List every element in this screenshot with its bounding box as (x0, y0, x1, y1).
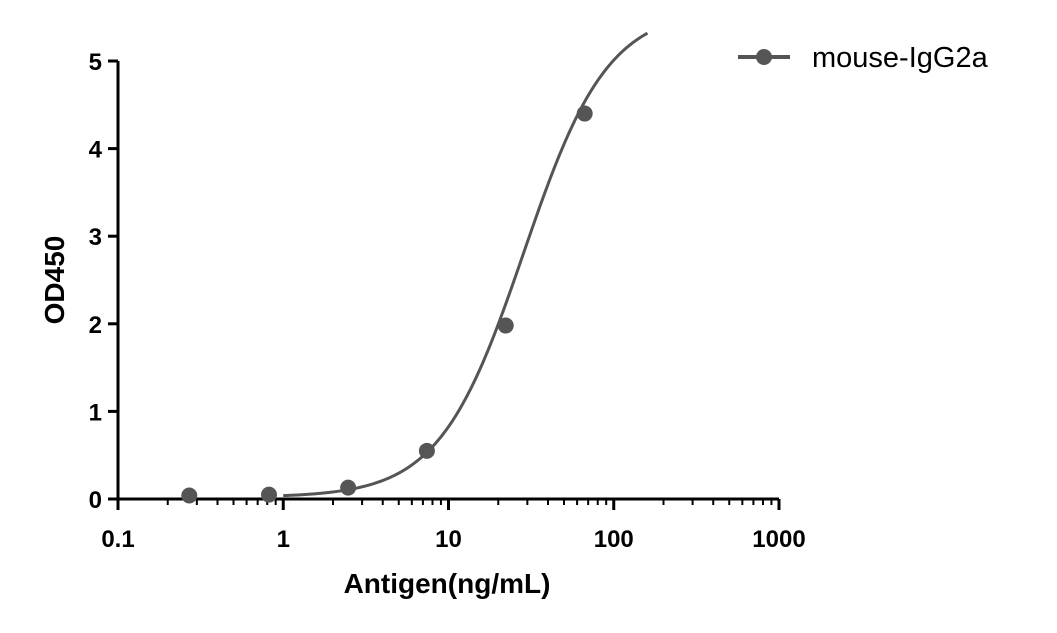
data-points (181, 105, 593, 504)
x-axis-title: Antigen(ng/mL) (344, 568, 551, 599)
axes (116, 61, 779, 501)
y-tick-label: 2 (89, 312, 102, 339)
fit-curve (283, 31, 649, 498)
x-tick-label: 100 (594, 526, 634, 553)
y-tick-label: 1 (89, 399, 102, 426)
data-point (261, 486, 278, 503)
legend-label: mouse-IgG2a (812, 42, 989, 74)
y-tick-label: 0 (89, 487, 102, 514)
y-axis-title: OD450 (39, 236, 70, 325)
data-point (181, 487, 198, 504)
x-ticks: 0.1 1 10 100 1000 (101, 499, 806, 553)
x-tick-label: 1 (277, 526, 290, 553)
y-tick-label: 3 (89, 224, 102, 251)
data-point (340, 479, 357, 496)
y-tick-label: 4 (89, 137, 103, 164)
y-ticks: 0 1 2 3 4 5 (89, 49, 118, 514)
x-tick-label: 10 (435, 526, 462, 553)
data-point (418, 442, 435, 459)
y-tick-label: 5 (89, 49, 102, 76)
data-point (497, 317, 514, 334)
x-tick-label: 0.1 (101, 526, 134, 553)
data-point (576, 105, 593, 122)
legend-marker (756, 49, 772, 65)
legend: mouse-IgG2a (738, 42, 989, 74)
x-tick-label: 1000 (752, 526, 805, 553)
